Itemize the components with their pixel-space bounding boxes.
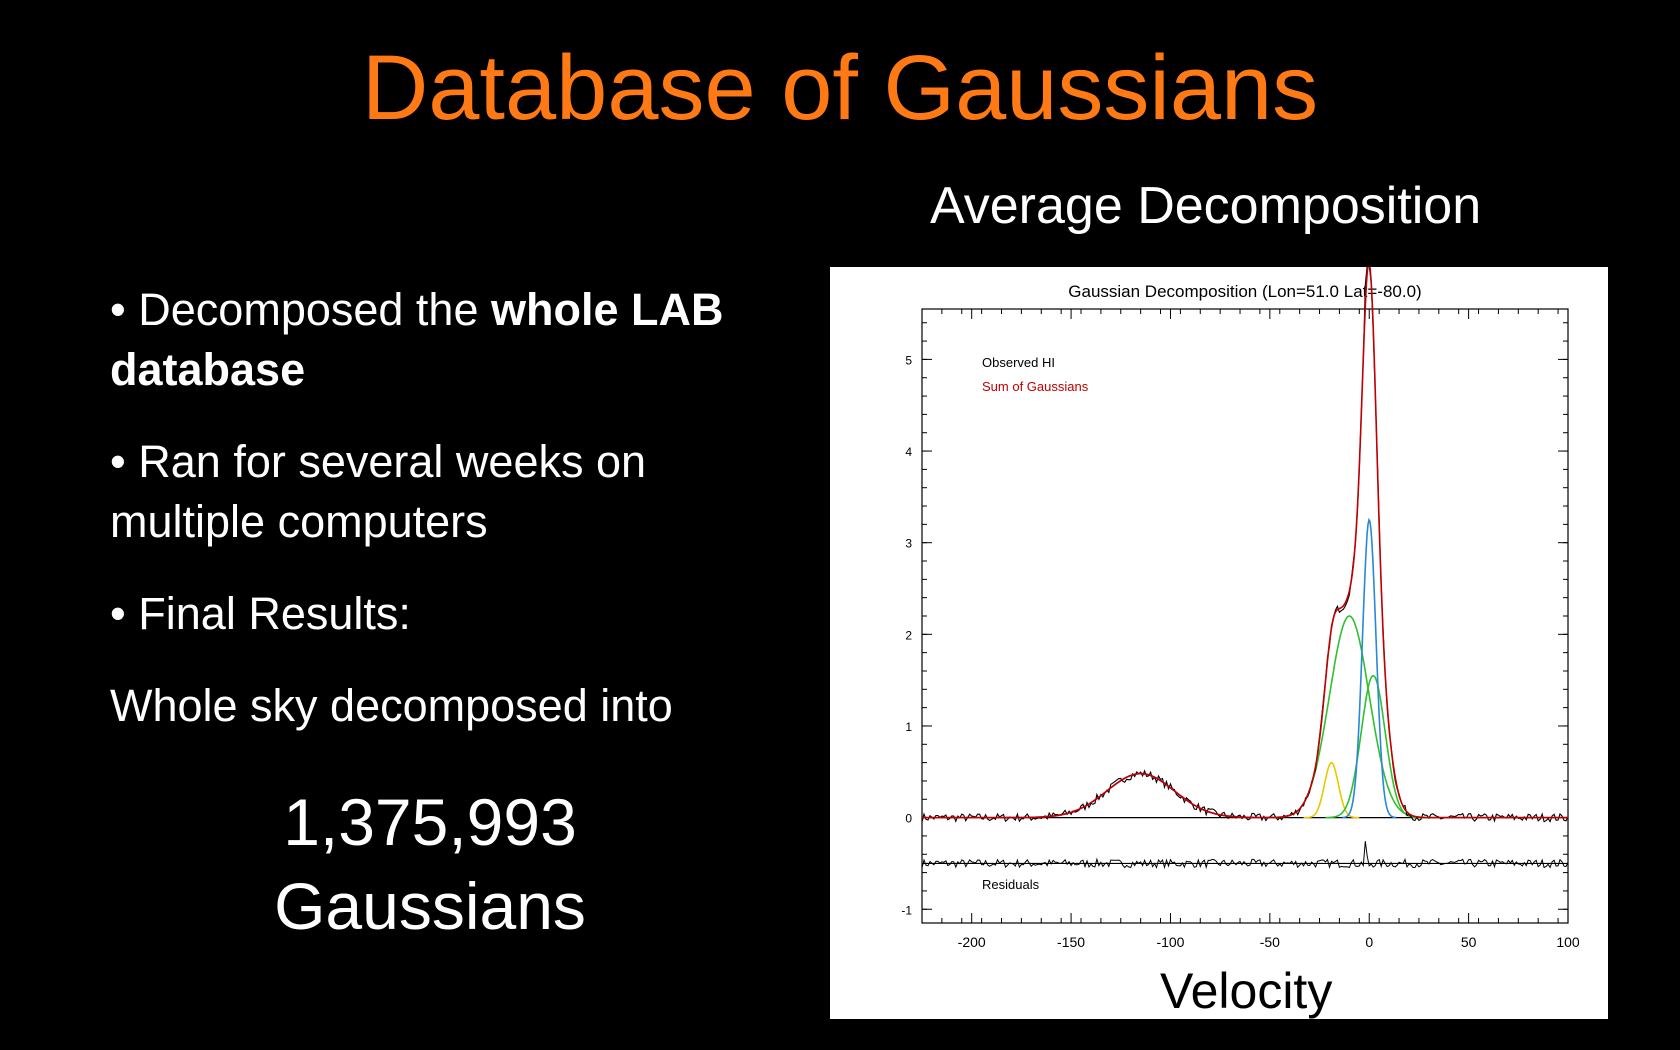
gaussian-count: 1,375,993 Gaussians (110, 780, 750, 948)
bullet-glyph: • (110, 436, 126, 487)
y-tick-label: 3 (905, 537, 912, 551)
gaussian-decomposition-chart: Gaussian Decomposition (Lon=51.0 Lat=-80… (901, 267, 1580, 950)
bullet-1-bold: whole LAB database (110, 284, 724, 395)
chart-panel: Gaussian Decomposition (Lon=51.0 Lat=-80… (830, 267, 1608, 1019)
bullet-item-2: • Ran for several weeks on multiple comp… (110, 432, 760, 552)
result-line: Whole sky decomposed into (110, 680, 673, 731)
y-tick-label: -1 (901, 903, 912, 917)
y-tick-label: 2 (905, 628, 912, 642)
chart-title: Gaussian Decomposition (Lon=51.0 Lat=-80… (1068, 282, 1421, 301)
x-tick-label: -150 (1057, 934, 1085, 950)
residuals-label: Residuals (982, 877, 1040, 892)
bullet-item-3: • Final Results: (110, 584, 760, 644)
y-tick-label: 4 (905, 445, 912, 459)
bullet-list: • Decomposed the whole LAB database • Ra… (110, 280, 760, 948)
sum-of-gaussians-line (922, 267, 1568, 819)
chart-subtitle: Average Decomposition (930, 177, 1482, 235)
component-4-curve (1325, 674, 1421, 819)
bullet-1-text: Decomposed the (138, 284, 491, 335)
x-tick-label: 0 (1365, 934, 1373, 950)
y-tick-label: 5 (905, 353, 912, 367)
x-axis-label: Velocity (1160, 963, 1333, 1019)
x-tick-label: 100 (1556, 934, 1580, 950)
bullet-3-text: Final Results: (138, 588, 411, 639)
component-5-curve (1342, 517, 1396, 819)
bullet-glyph: • (110, 284, 126, 335)
legend-sum-of-gaussians: Sum of Gaussians (982, 379, 1089, 394)
residuals-line (921, 841, 1569, 870)
component-2-curve (1303, 761, 1360, 819)
y-axis-label: Brightness Temperature (860, 331, 916, 861)
y-tick-label: 0 (905, 812, 912, 826)
gaussian-count-number: 1,375,993 (283, 785, 577, 859)
legend-observed-hi: Observed HI (982, 355, 1055, 370)
bullet-item-1: • Decomposed the whole LAB database (110, 280, 760, 400)
gaussian-count-unit: Gaussians (274, 869, 586, 943)
x-tick-label: 50 (1461, 934, 1477, 950)
x-tick-label: -50 (1260, 934, 1280, 950)
bullet-2-text: Ran for several weeks on multiple comput… (110, 436, 647, 547)
x-tick-label: -100 (1156, 934, 1184, 950)
component-1-curve (1005, 772, 1276, 819)
component-3-curve (1269, 615, 1429, 819)
y-tick-label: 1 (905, 720, 912, 734)
observed-hi-line (921, 267, 1569, 823)
x-tick-label: -200 (958, 934, 986, 950)
bullet-glyph: • (110, 588, 126, 639)
plot-frame (921, 308, 1569, 924)
slide-title: Database of Gaussians (361, 37, 1319, 139)
